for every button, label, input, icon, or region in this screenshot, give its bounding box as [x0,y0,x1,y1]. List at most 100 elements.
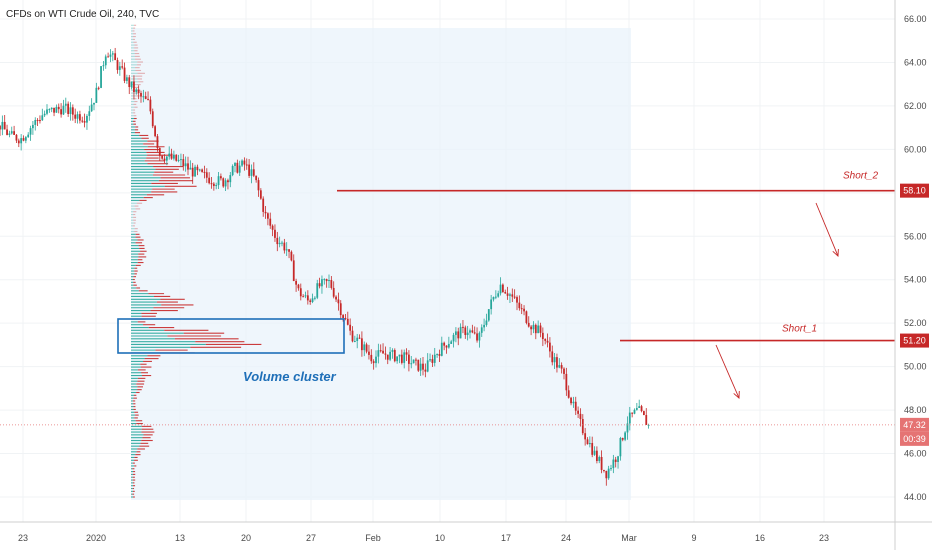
short-1-arrow-icon[interactable] [715,344,740,399]
candle-body [231,166,234,176]
candle-body [187,163,189,170]
candle-body [445,345,448,348]
candle-body [274,229,276,238]
candle-body [349,324,352,331]
x-tick-label: 16 [755,533,765,543]
candle-body [241,160,243,166]
candle-body [375,356,377,364]
candle-body [10,131,13,134]
candle-body [640,406,643,412]
candle-body [396,356,399,362]
candle-body [504,291,507,294]
volume-cluster-box[interactable] [117,318,345,354]
candles [0,47,650,486]
candle-body [447,343,450,348]
candle-body [111,53,114,55]
candle-body [356,337,359,341]
candle-body [452,334,455,342]
candle-body [398,354,401,357]
candle-body [133,81,135,93]
candle-body [363,344,366,351]
candle-body [415,359,417,361]
candle-body [95,87,98,103]
candle-body [572,401,575,404]
candle-body [48,109,51,111]
candle-body [53,107,55,113]
candle-body [109,54,112,57]
chart-title: CFDs on WTI Crude Oil, 240, TVC [6,9,159,20]
candle-body [570,397,572,404]
candle-body [15,134,18,141]
candle-body [544,339,547,341]
candle-body [344,317,347,319]
candle-body [168,153,171,157]
candle-body [17,140,20,144]
candle-body [584,433,587,440]
candle-body [612,459,615,469]
candle-body [419,363,422,371]
candle-body [638,406,641,409]
candle-body [577,410,579,414]
candle-body [603,469,605,471]
candle-body [137,89,140,93]
candle-body [635,408,638,410]
candle-body [314,297,316,299]
candle-body [102,65,105,67]
candle-body [440,342,443,356]
candle-body [643,411,645,415]
candle-body [39,120,41,122]
candle-body [217,176,220,186]
short-2-price-badge-text: 58.10 [903,186,926,196]
candle-body [520,308,523,310]
price-axis[interactable]: 66.0064.0062.0060.0058.0056.0054.0052.00… [904,14,927,502]
candle-body [302,296,305,298]
candle-body [100,66,102,88]
candle-body [126,77,128,81]
candle-body [516,297,518,303]
candle-body [579,413,582,420]
candle-body [93,102,95,105]
candle-body [490,299,493,310]
candle-body [596,450,598,461]
candle-body [593,450,596,455]
candle-body [74,114,77,119]
candle-body [13,131,15,135]
candle-body [177,159,180,161]
candle-body [175,154,178,161]
short-2-arrow-icon[interactable] [815,202,839,257]
time-axis[interactable]: 23 2020 13 20 27 Feb 10 17 24 Mar 9 16 23 [18,533,829,543]
candle-body [342,315,344,318]
candle-body [154,126,156,137]
candle-body [278,242,281,245]
candle-body [391,350,394,352]
candle-body [222,178,225,187]
candle-body [118,66,121,70]
candle-body [455,331,457,335]
candle-body [309,300,312,302]
candle-body [617,456,619,462]
volume-profile-range [131,28,631,500]
candle-body [379,350,382,352]
candle-body [384,353,387,355]
candle-body [412,359,415,364]
candle-body [215,185,218,187]
candle-body [541,332,544,340]
candle-body [88,111,91,116]
candle-body [325,279,328,282]
candle-body [323,279,326,281]
candle-body [506,293,509,296]
candle-body [424,369,427,372]
candle-body [549,342,551,352]
candle-body [205,172,208,178]
candle-body [46,109,48,114]
y-tick-label: 60.00 [904,144,927,154]
candle-body [556,357,558,368]
candle-body [163,158,166,161]
candle-body [227,180,229,183]
candle-body [311,298,314,302]
y-tick-label: 48.00 [904,405,927,415]
annotations: Short_2 Short_1 Volume cluster [0,171,895,426]
candle-body [158,148,161,156]
candle-body [530,326,532,330]
price-badges: 58.10 51.20 47.32 00:39 [900,183,929,446]
